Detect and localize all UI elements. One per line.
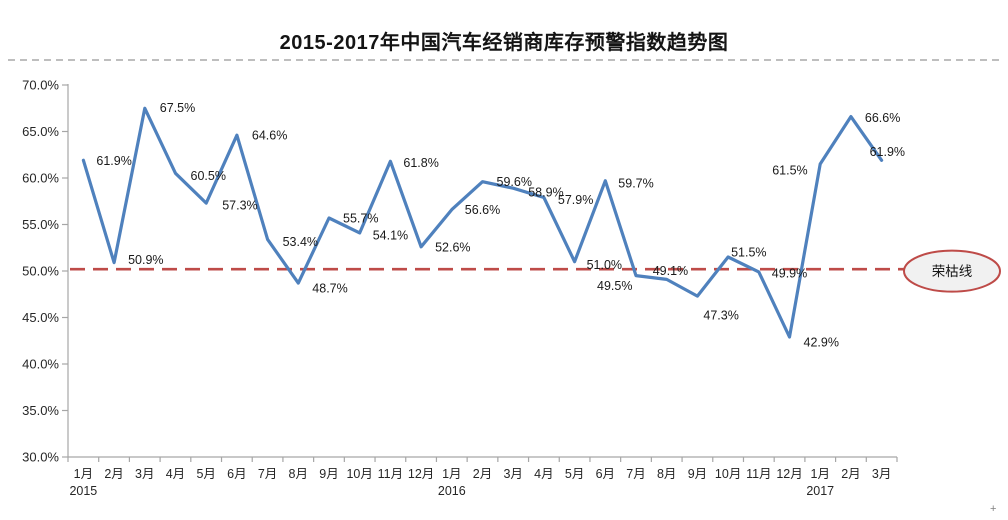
x-tick-label: 7月 — [258, 467, 277, 481]
y-tick-label: 55.0% — [22, 217, 59, 232]
data-label: 47.3% — [703, 309, 738, 323]
reference-bubble — [903, 249, 1001, 293]
data-label: 61.5% — [772, 164, 807, 178]
x-tick-label: 8月 — [289, 467, 308, 481]
data-label: 53.4% — [283, 235, 318, 249]
data-label: 64.6% — [252, 129, 287, 143]
y-tick-label: 35.0% — [22, 403, 59, 418]
data-label: 49.5% — [597, 279, 632, 293]
x-tick-label: 2月 — [841, 467, 860, 481]
y-tick-label: 30.0% — [22, 450, 59, 465]
data-label: 61.9% — [96, 154, 131, 168]
data-label: 67.5% — [160, 101, 195, 115]
data-label: 58.9% — [528, 186, 563, 200]
y-tick-label: 40.0% — [22, 357, 59, 372]
x-tick-label: 11月 — [378, 467, 403, 481]
year-label: 2016 — [438, 484, 466, 498]
x-tick-label: 2月 — [473, 467, 492, 481]
data-label: 49.9% — [772, 266, 807, 280]
x-tick-label: 11月 — [746, 467, 771, 481]
x-tick-label: 1月 — [442, 467, 461, 481]
x-tick-label: 4月 — [166, 467, 185, 481]
x-tick-label: 5月 — [565, 467, 584, 481]
x-tick-label: 7月 — [626, 467, 645, 481]
x-tick-label: 5月 — [196, 467, 215, 481]
x-tick-label: 2月 — [104, 467, 123, 481]
x-tick-label: 12月 — [776, 467, 802, 481]
x-tick-label: 9月 — [319, 467, 338, 481]
x-tick-label: 6月 — [227, 467, 246, 481]
x-tick-label: 10月 — [346, 467, 372, 481]
data-label: 56.6% — [465, 203, 500, 217]
data-label: 54.1% — [373, 228, 408, 242]
x-tick-label: 10月 — [715, 467, 741, 481]
y-tick-label: 65.0% — [22, 124, 59, 139]
year-label: 2017 — [806, 484, 834, 498]
y-tick-label: 70.0% — [22, 78, 59, 93]
x-tick-label: 1月 — [811, 467, 830, 481]
x-tick-label: 8月 — [657, 467, 676, 481]
data-label: 57.3% — [222, 199, 257, 213]
x-tick-label: 1月 — [74, 467, 93, 481]
chart-title: 2015-2017年中国汽车经销商库存预警指数趋势图 — [279, 32, 729, 54]
corner-mark-icon: + — [990, 503, 996, 515]
data-label: 66.6% — [865, 111, 900, 125]
x-tick-label: 4月 — [534, 467, 553, 481]
x-tick-label: 3月 — [872, 467, 891, 481]
x-tick-label: 6月 — [596, 467, 615, 481]
data-label: 55.7% — [343, 212, 378, 226]
data-label: 57.9% — [558, 193, 593, 207]
data-label: 50.9% — [128, 253, 163, 267]
data-label: 61.9% — [870, 145, 905, 159]
y-tick-label: 45.0% — [22, 310, 59, 325]
data-label: 59.6% — [497, 175, 532, 189]
x-tick-label: 9月 — [688, 467, 707, 481]
data-label: 42.9% — [804, 336, 839, 350]
y-tick-label: 60.0% — [22, 171, 59, 186]
reference-label: 荣枯线 — [932, 264, 973, 279]
year-label: 2015 — [69, 484, 97, 498]
data-label: 59.7% — [618, 176, 653, 190]
trend-line — [81, 106, 884, 339]
data-label: 51.0% — [587, 258, 622, 272]
data-label: 49.1% — [653, 264, 688, 278]
data-label: 61.8% — [403, 156, 438, 170]
data-label: 60.5% — [191, 169, 226, 183]
y-tick-label: 50.0% — [22, 264, 59, 279]
x-tick-label: 12月 — [408, 467, 434, 481]
data-label: 51.5% — [731, 246, 766, 260]
data-label: 52.6% — [435, 240, 470, 254]
x-tick-label: 3月 — [135, 467, 154, 481]
data-label: 48.7% — [312, 282, 347, 296]
x-tick-label: 3月 — [503, 467, 522, 481]
